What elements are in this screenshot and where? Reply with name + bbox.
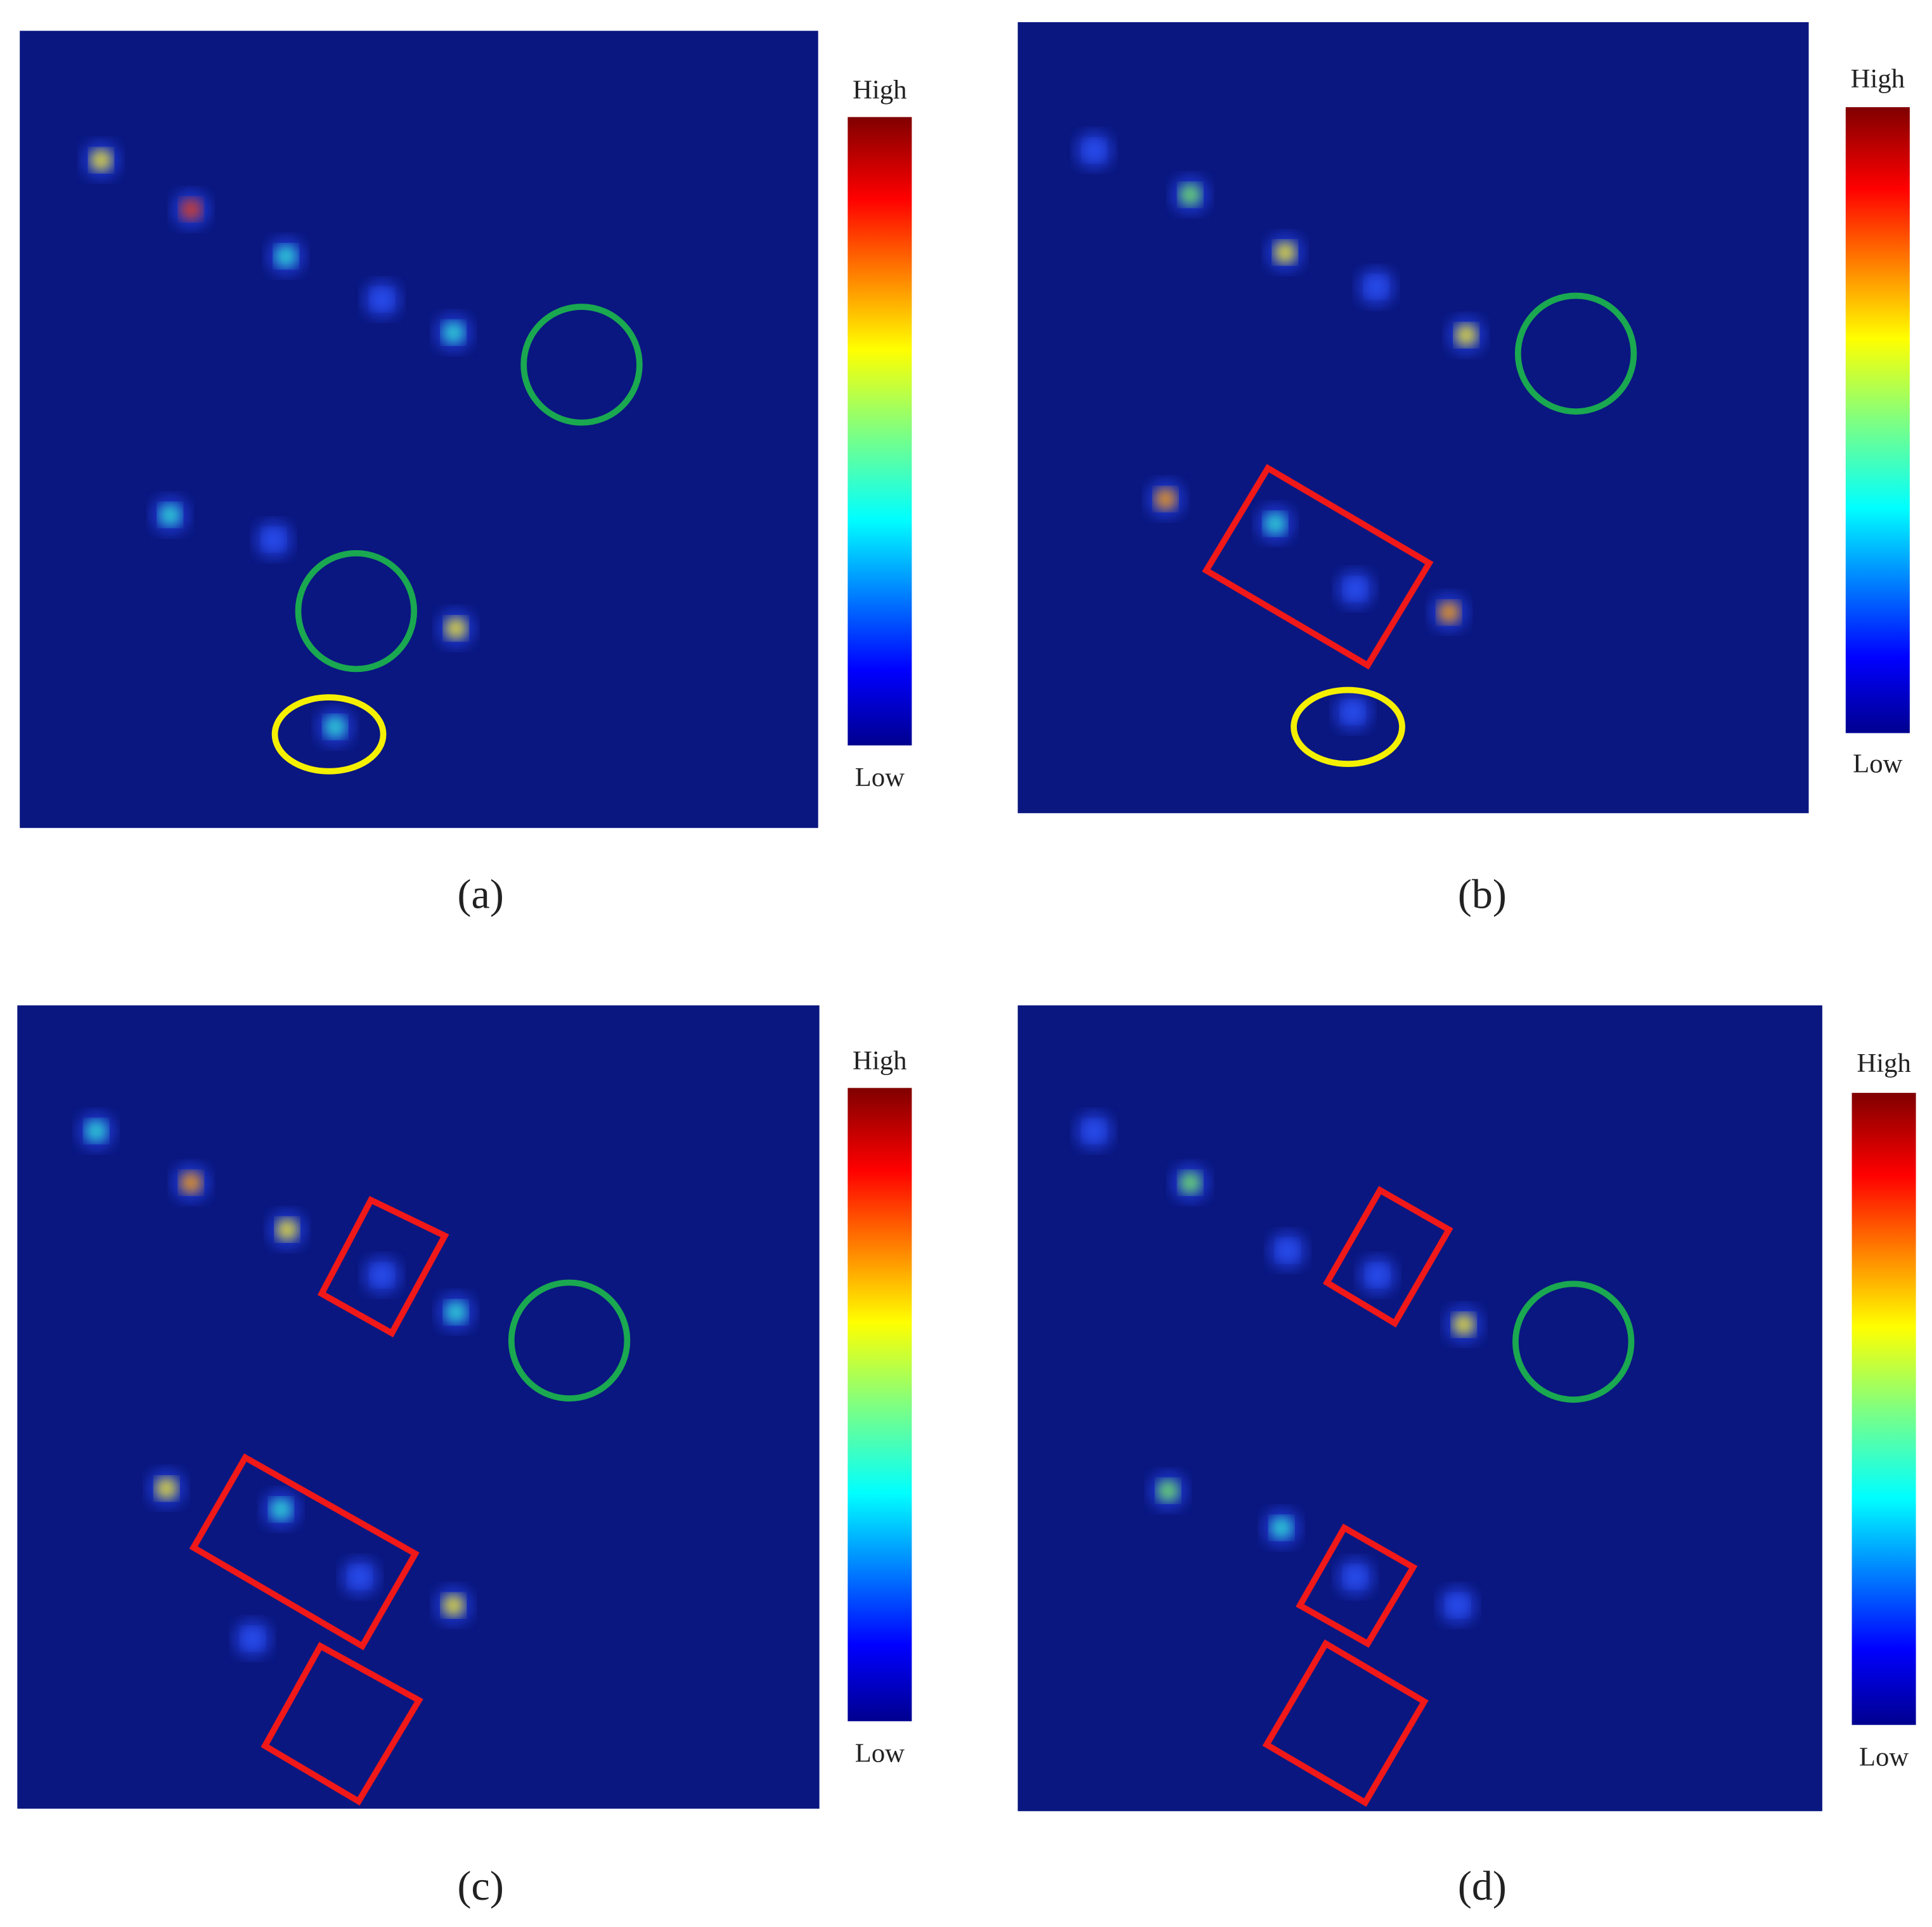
red-box bbox=[1262, 1639, 1429, 1807]
hotspot bbox=[444, 1301, 467, 1324]
hotspot bbox=[158, 503, 181, 526]
hotspot bbox=[1273, 241, 1296, 264]
hotspot bbox=[1276, 1239, 1299, 1262]
red-box bbox=[1202, 463, 1434, 670]
hotspot bbox=[442, 321, 465, 344]
colorbar-low: Low bbox=[1859, 1742, 1909, 1772]
red-box bbox=[189, 1453, 420, 1651]
hotspot bbox=[269, 1498, 292, 1521]
hotspot bbox=[324, 716, 347, 738]
heatmap bbox=[1017, 1005, 1822, 1812]
hotspot bbox=[262, 528, 285, 551]
hotspot bbox=[1341, 700, 1364, 723]
panel-c: High Low (c) bbox=[17, 1005, 912, 1909]
hotspot bbox=[1366, 1264, 1389, 1287]
red-box bbox=[1322, 1186, 1453, 1328]
hotspot bbox=[1438, 601, 1460, 624]
hotspot bbox=[1154, 487, 1177, 510]
heatmap bbox=[1017, 22, 1809, 813]
green-circle bbox=[295, 550, 418, 673]
hotspot bbox=[1446, 1594, 1469, 1617]
hotspots bbox=[76, 131, 1486, 1659]
hotspot bbox=[274, 245, 297, 267]
panel-a: High Low (a) bbox=[20, 30, 912, 918]
hotspot bbox=[179, 198, 202, 221]
hotspot bbox=[371, 288, 394, 311]
colorbar-low: Low bbox=[1853, 749, 1902, 779]
hotspot bbox=[1083, 1119, 1105, 1142]
hotspot bbox=[371, 1264, 394, 1287]
red-box bbox=[1296, 1523, 1418, 1648]
red-box bbox=[317, 1196, 449, 1337]
red-box bbox=[261, 1642, 423, 1806]
panel-b: High Low (b) bbox=[1017, 22, 1910, 918]
caption: (d) bbox=[1458, 1863, 1507, 1909]
heatmap bbox=[20, 30, 818, 828]
colorbar bbox=[847, 1088, 912, 1722]
hotspot bbox=[1455, 324, 1478, 347]
colorbar-low: Low bbox=[855, 763, 905, 792]
hotspot bbox=[1365, 276, 1388, 299]
hotspot bbox=[442, 1594, 465, 1617]
hotspot bbox=[179, 1171, 202, 1194]
hotspot bbox=[1264, 512, 1287, 535]
hotspot bbox=[1344, 1566, 1367, 1589]
green-circle bbox=[508, 1279, 631, 1402]
caption: (a) bbox=[457, 872, 503, 918]
hotspot bbox=[1083, 139, 1105, 162]
hotspot bbox=[1179, 183, 1202, 206]
hotspot bbox=[1157, 1479, 1180, 1502]
hotspot bbox=[90, 149, 112, 172]
caption: (c) bbox=[457, 1863, 503, 1909]
caption: (b) bbox=[1458, 872, 1507, 918]
hotspot bbox=[444, 617, 467, 640]
hotspot bbox=[85, 1119, 108, 1142]
hotspot bbox=[1344, 577, 1367, 600]
green-circle bbox=[1512, 1280, 1635, 1403]
yellow-ellipse bbox=[271, 694, 387, 775]
annotations bbox=[189, 292, 1637, 1807]
hotspot bbox=[155, 1477, 178, 1500]
panel-d: High Low (d) bbox=[1017, 1005, 1916, 1909]
hotspot bbox=[349, 1566, 371, 1589]
colorbar-high: High bbox=[1851, 64, 1905, 94]
yellow-ellipse bbox=[1291, 686, 1405, 767]
colorbar-high: High bbox=[853, 75, 907, 105]
hotspot bbox=[1179, 1171, 1202, 1194]
hotspot bbox=[242, 1627, 264, 1650]
colorbar-high: High bbox=[853, 1046, 907, 1076]
colorbar bbox=[1845, 107, 1910, 733]
green-circle bbox=[1514, 292, 1637, 415]
colorbar-high: High bbox=[1857, 1048, 1911, 1078]
colorbar bbox=[1852, 1093, 1916, 1725]
green-circle bbox=[520, 304, 643, 426]
hotspot bbox=[1270, 1516, 1293, 1539]
colorbar-low: Low bbox=[855, 1739, 905, 1769]
colorbar bbox=[847, 117, 912, 745]
hotspot bbox=[276, 1218, 299, 1241]
heatmap bbox=[17, 1005, 820, 1809]
hotspot bbox=[1452, 1313, 1475, 1336]
